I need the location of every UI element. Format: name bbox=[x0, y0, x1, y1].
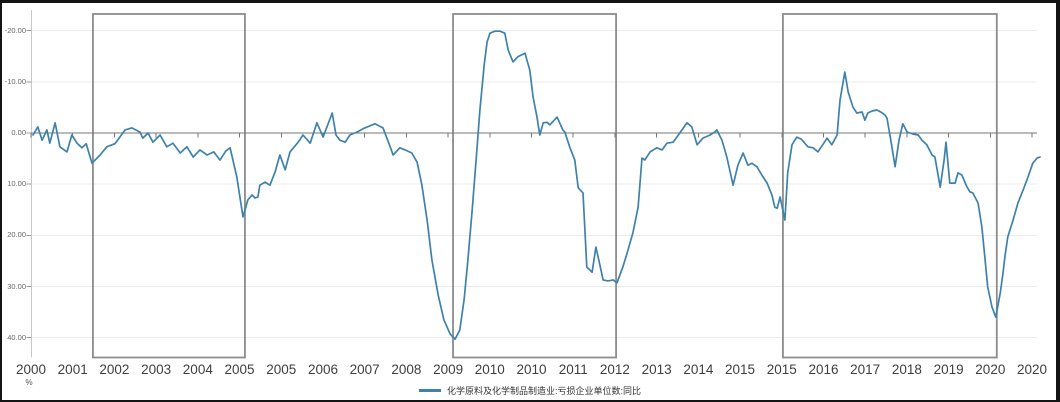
x-axis-label: 2010 bbox=[474, 362, 505, 377]
x-axis-label: 2003 bbox=[141, 362, 172, 377]
legend-series-label: 化学原料及化学制品制造业:亏损企业单位数:同比 bbox=[446, 386, 641, 396]
legend: 化学原料及化学制品制造业:亏损企业单位数:同比 bbox=[0, 384, 1060, 397]
x-axis-label: 2014 bbox=[683, 362, 714, 377]
window-border-top bbox=[0, 0, 1060, 3]
series-line bbox=[32, 30, 1041, 341]
x-axis-label: 2000 bbox=[15, 362, 47, 377]
highlight-box bbox=[782, 13, 998, 359]
x-axis-label: 2005 bbox=[224, 362, 255, 377]
x-axis-label: 2004 bbox=[182, 362, 213, 377]
x-axis-label: 2016 bbox=[808, 362, 839, 377]
x-axis-label: 2002 bbox=[99, 362, 130, 377]
window-border-bottom bbox=[0, 400, 1060, 402]
x-axis-label: 2015 bbox=[766, 362, 797, 377]
x-axis-label: 2001 bbox=[57, 362, 88, 377]
highlight-box bbox=[92, 13, 246, 359]
y-axis-label: 20.00 bbox=[7, 230, 26, 240]
y-axis-unit-label: % bbox=[25, 378, 33, 387]
y-axis-label: 30.00 bbox=[7, 281, 26, 291]
x-axis-label: 2015 bbox=[725, 362, 756, 377]
y-axis-label: 10.00 bbox=[7, 179, 26, 189]
y-axis-label: -10.00 bbox=[4, 76, 26, 86]
y-axis-label: 0.00 bbox=[11, 128, 26, 137]
y-axis-label: -20.00 bbox=[4, 25, 26, 35]
x-axis-label: 2019 bbox=[933, 362, 964, 377]
x-axis-label: 2020 bbox=[975, 362, 1006, 377]
highlight-box bbox=[452, 13, 617, 359]
x-axis-label: 2013 bbox=[641, 362, 672, 377]
y-axis-label: 40.00 bbox=[7, 332, 26, 342]
window-border-right bbox=[1056, 0, 1060, 402]
x-axis-label: 2006 bbox=[307, 362, 338, 377]
x-axis-label: 2018 bbox=[891, 362, 922, 377]
legend-line-swatch bbox=[418, 389, 441, 392]
x-axis-label: 2017 bbox=[850, 362, 881, 377]
x-axis-label: 2008 bbox=[391, 362, 422, 377]
window-border-left bbox=[0, 0, 2, 402]
x-axis-label: 2012 bbox=[599, 362, 630, 377]
x-axis-label: 2007 bbox=[349, 362, 380, 377]
x-axis-label: 2020 bbox=[1017, 362, 1048, 377]
x-axis-label: 2010 bbox=[516, 362, 547, 377]
x-axis-label: 2005 bbox=[266, 362, 297, 377]
x-axis-label: 2011 bbox=[558, 362, 588, 377]
x-axis-label: 2009 bbox=[433, 362, 464, 377]
